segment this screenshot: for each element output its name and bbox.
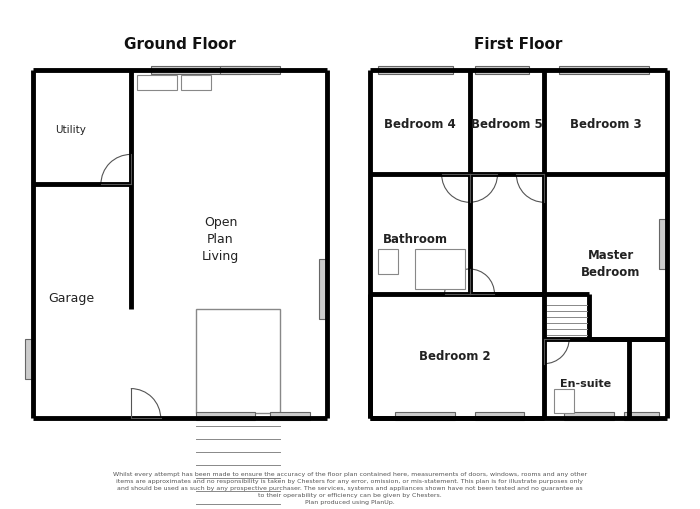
Text: Bedroom 2: Bedroom 2 [419,350,491,363]
Bar [415,249,465,289]
Text: First Floor: First Floor [474,37,563,52]
Bar [136,75,176,90]
Text: Bedroom 3: Bedroom 3 [570,118,642,131]
Bar [475,66,529,74]
Bar [270,412,310,420]
Bar [395,412,454,420]
Text: Bathroom: Bathroom [384,233,448,246]
Bar [554,388,574,413]
Text: Bedroom 5: Bedroom 5 [470,118,542,131]
Text: En-suite: En-suite [559,379,610,388]
Bar [220,66,280,74]
Bar [195,309,280,413]
Text: Garage: Garage [48,292,94,305]
Bar [319,259,327,319]
Text: Bedroom 4: Bedroom 4 [384,118,456,131]
Bar [559,66,649,74]
Text: Ground Floor: Ground Floor [124,37,236,52]
Bar [659,219,667,269]
Bar [475,412,524,420]
Bar [150,66,251,74]
Bar [564,412,614,420]
Text: Whilst every attempt has been made to ensure the accuracy of the floor plan cont: Whilst every attempt has been made to en… [113,472,587,505]
Bar [624,412,659,420]
Bar [25,339,33,379]
Bar [181,75,211,90]
Text: Open
Plan
Living: Open Plan Living [202,216,239,263]
Text: Utility: Utility [55,125,87,134]
Text: Master
Bedroom: Master Bedroom [581,249,640,279]
Bar [378,249,398,274]
Bar [378,66,453,74]
Bar [195,412,256,420]
